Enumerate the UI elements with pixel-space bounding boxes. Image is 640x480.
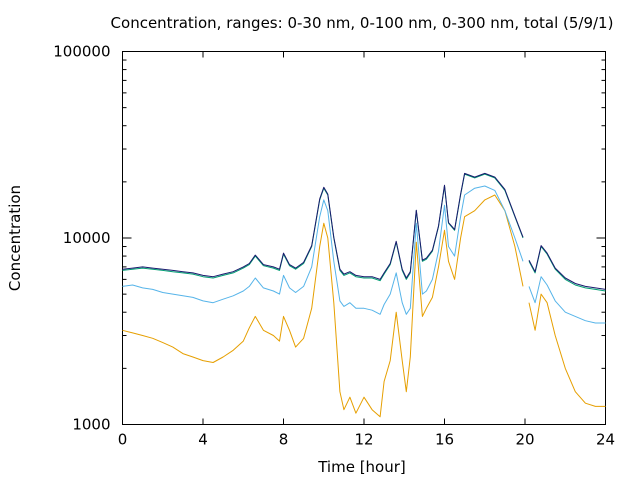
y-tick-labels: 1000 10000 100000	[53, 43, 110, 434]
y-tick-label: 1000	[72, 416, 110, 434]
y-tick-label: 100000	[53, 43, 110, 61]
x-tick-label: 16	[435, 431, 454, 449]
y-axis-label: Concentration	[6, 185, 24, 291]
y-tick-label: 10000	[63, 229, 111, 247]
x-tick-label: 12	[354, 431, 373, 449]
x-axis-label: Time [hour]	[317, 458, 406, 476]
x-tick-labels: 0 4 8 12 16 20 24	[118, 431, 615, 449]
axis-ticks	[122, 51, 606, 425]
series-lines	[122, 172, 606, 418]
x-tick-label: 0	[118, 431, 128, 449]
chart-title: Concentration, ranges: 0-30 nm, 0-100 nm…	[111, 14, 614, 32]
plot-frame	[122, 51, 606, 425]
series-line-4	[122, 172, 606, 290]
x-tick-label: 4	[198, 431, 208, 449]
series-line-2	[122, 185, 606, 324]
x-tick-label: 8	[279, 431, 289, 449]
x-tick-label: 20	[515, 431, 534, 449]
x-tick-label: 24	[596, 431, 615, 449]
series-line-1	[122, 194, 606, 418]
